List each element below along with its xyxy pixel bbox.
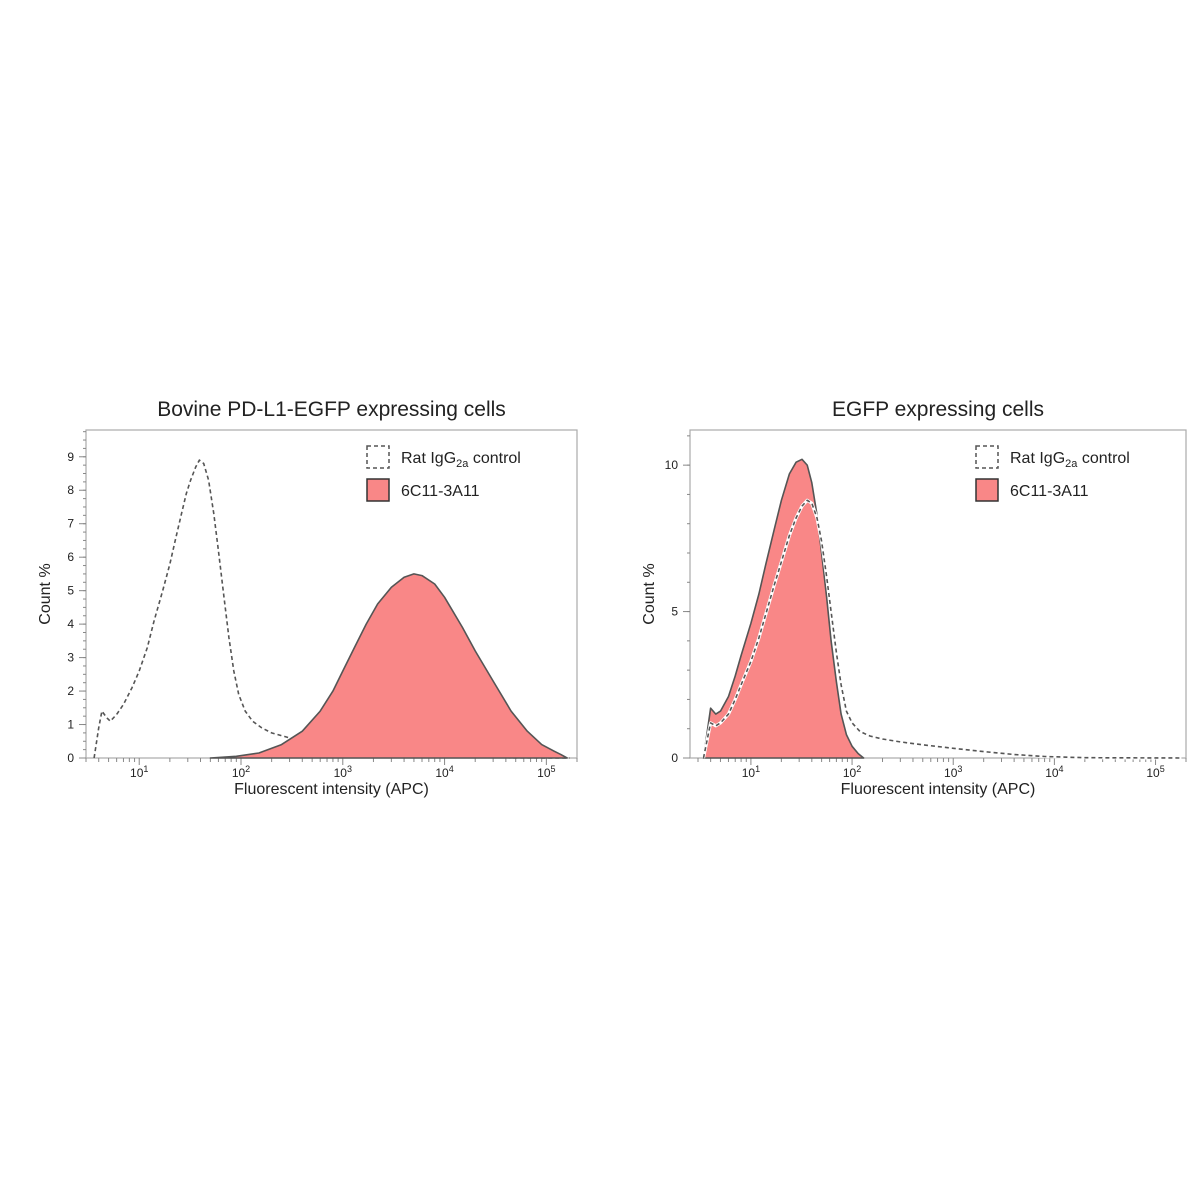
x-tick-label: 102 <box>843 764 861 780</box>
legend-swatch-antibody <box>366 478 390 502</box>
y-tick-label: 0 <box>67 751 74 765</box>
antibody-histogram <box>702 458 865 759</box>
legend-swatch-control <box>366 445 390 469</box>
y-tick-label: 9 <box>67 450 74 464</box>
legend: Rat IgG2a control 6C11-3A11 <box>366 445 521 502</box>
y-tick-label: 10 <box>665 458 679 472</box>
x-minor-ticks <box>85 758 578 765</box>
y-tick-label: 4 <box>67 617 74 631</box>
x-tick-label: 104 <box>435 764 453 780</box>
y-tick-label: 2 <box>67 684 74 698</box>
y-tick-label: 5 <box>671 605 678 619</box>
y-tick-label: 1 <box>67 718 74 732</box>
legend-label-antibody: 6C11-3A11 <box>401 483 480 500</box>
legend-swatch-control <box>975 445 999 469</box>
x-tick-label: 103 <box>334 764 352 780</box>
y-tick-label: 5 <box>67 584 74 598</box>
x-axis-label: Fluorescent intensity (APC) <box>234 781 429 798</box>
y-tick-label: 3 <box>67 651 74 665</box>
chart-panel-2: EGFP expressing cells Fluorescent intensi… <box>641 398 1187 798</box>
x-axis-label: Fluorescent intensity (APC) <box>841 781 1036 798</box>
legend-label-control: Rat IgG2a control <box>1010 450 1130 470</box>
antibody-histogram <box>209 573 568 759</box>
legend-label-antibody: 6C11-3A11 <box>1010 483 1089 500</box>
x-tick-label: 101 <box>130 764 148 780</box>
y-tick-label: 0 <box>671 751 678 765</box>
chart-title: Bovine PD-L1-EGFP expressing cells <box>157 398 506 421</box>
control-histogram <box>93 459 570 759</box>
x-tick-label: 101 <box>742 764 760 780</box>
y-tick-label: 7 <box>67 517 74 531</box>
y-axis-label: Count % <box>641 563 658 624</box>
legend-swatch-antibody <box>975 478 999 502</box>
chart-title: EGFP expressing cells <box>832 398 1044 421</box>
legend-label-control: Rat IgG2a control <box>401 450 521 470</box>
x-tick-label: 104 <box>1045 764 1063 780</box>
y-tick-label: 8 <box>67 483 74 497</box>
x-tick-label: 102 <box>232 764 250 780</box>
legend: Rat IgG2a control 6C11-3A11 <box>975 445 1130 502</box>
y-axis-label: Count % <box>37 563 54 624</box>
x-tick-label: 105 <box>537 764 555 780</box>
x-tick-label: 103 <box>944 764 962 780</box>
x-tick-label: 105 <box>1146 764 1164 780</box>
y-tick-label: 6 <box>67 550 74 564</box>
control-histogram <box>702 499 1182 759</box>
chart-panel-1: Bovine PD-L1-EGFP expressing cells Fluore… <box>37 398 578 798</box>
